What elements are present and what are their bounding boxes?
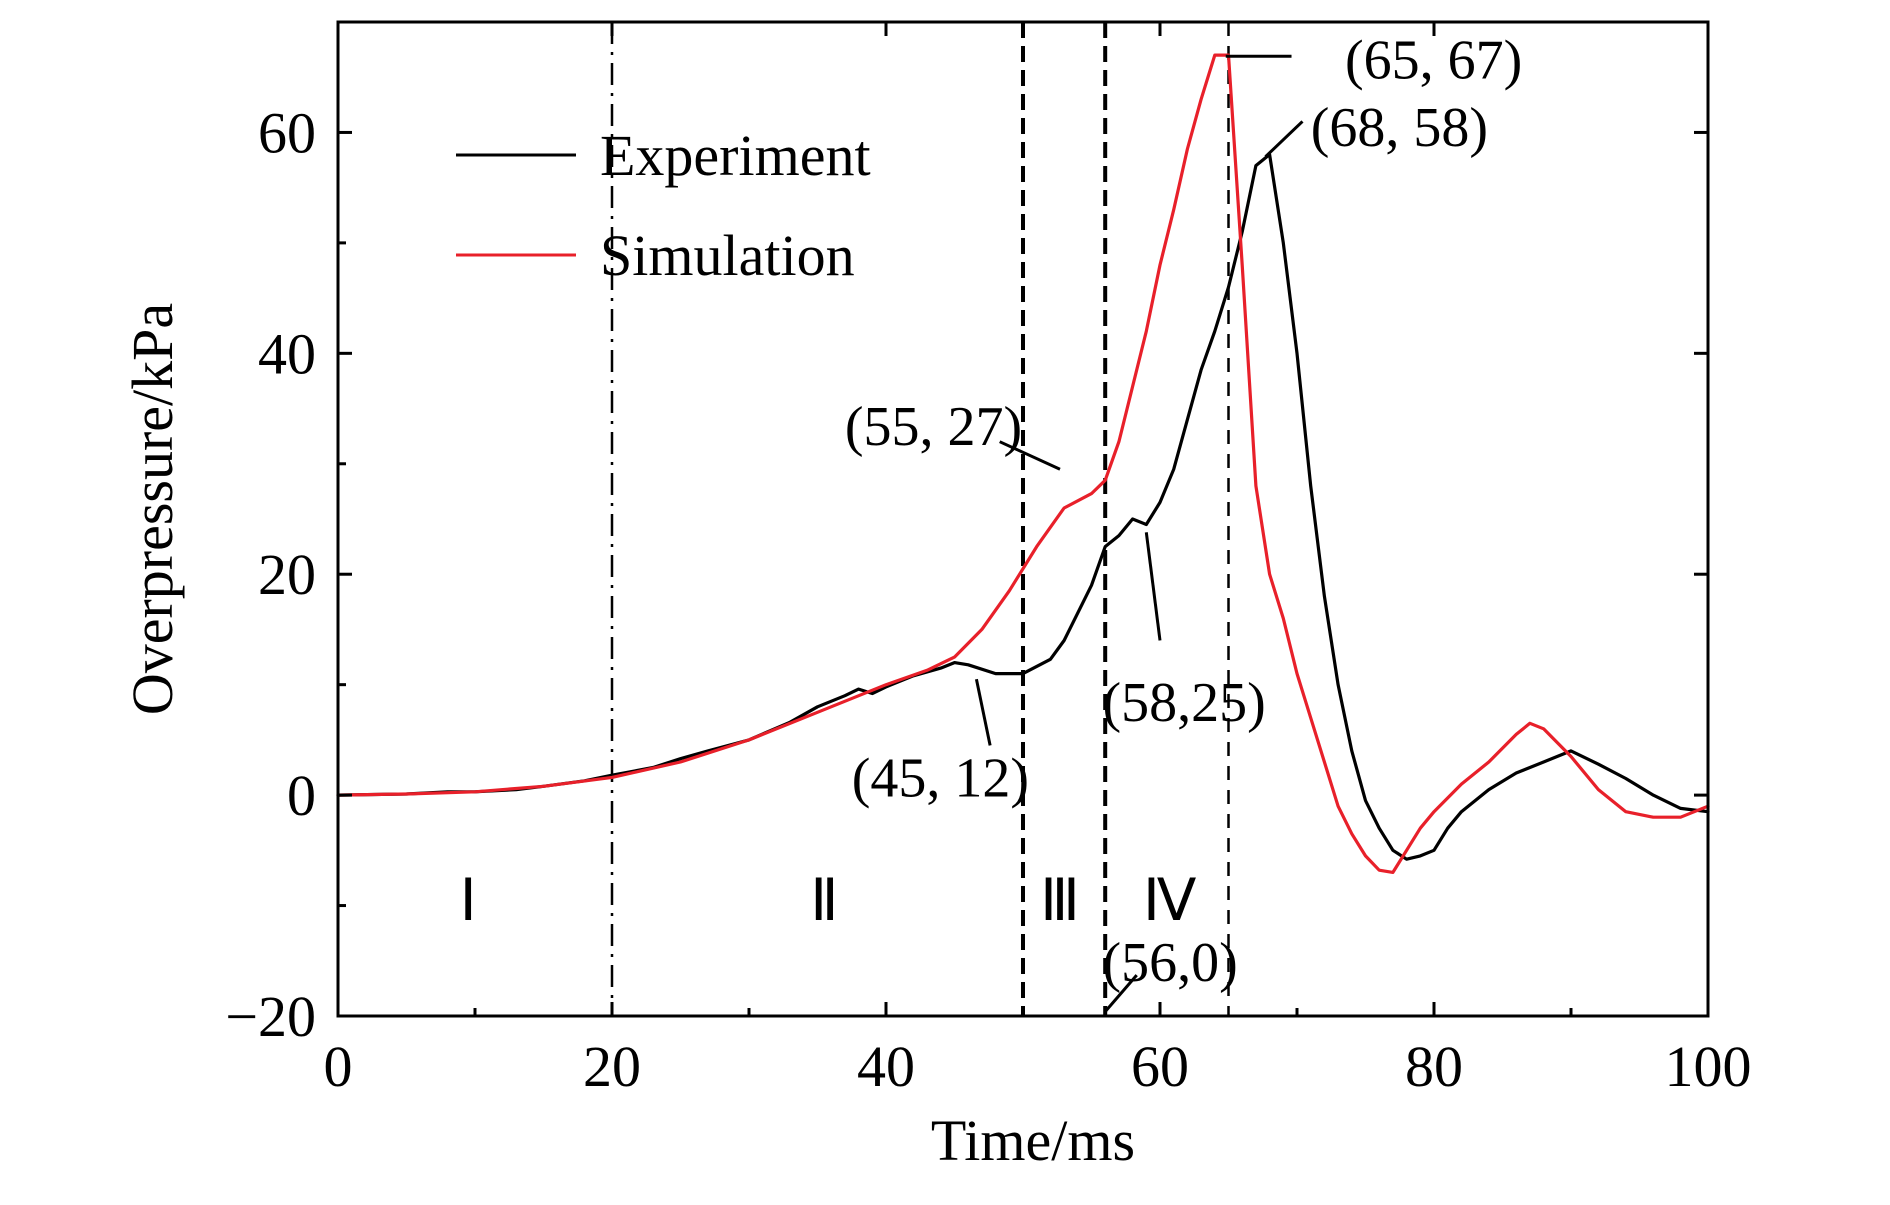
x-tick-label: 20 bbox=[583, 1034, 641, 1099]
series-line-simulation bbox=[336, 53, 1710, 875]
x-tick-label: 60 bbox=[1131, 1034, 1189, 1099]
annotation-leader bbox=[974, 678, 992, 746]
series-layer bbox=[336, 53, 1710, 875]
y-axis: −20 0 20 40 60 bbox=[225, 20, 1708, 1049]
x-axis-label: Time/ms bbox=[931, 1108, 1135, 1173]
x-tick-label: 40 bbox=[857, 1034, 915, 1099]
legend-label-simulation: Simulation bbox=[600, 223, 855, 288]
y-axis-label: Overpressure/kPa bbox=[120, 303, 185, 715]
annotation-label: (58,25) bbox=[1102, 672, 1265, 734]
stage-label: Ⅳ bbox=[1143, 868, 1197, 933]
annotation-label: (56,0) bbox=[1102, 932, 1237, 994]
annotation-layer: (65, 67)(68, 58) (55, 27) (45, 12) (58,25) (… bbox=[845, 29, 1522, 1013]
annotation-label: (65, 67) bbox=[1345, 29, 1522, 91]
annotation-label: (68, 58) bbox=[1311, 97, 1488, 159]
y-tick-label: 40 bbox=[258, 321, 316, 386]
y-tick-label: 20 bbox=[258, 542, 316, 607]
y-tick-label: −20 bbox=[225, 984, 316, 1049]
y-tick-label: 0 bbox=[287, 763, 316, 828]
x-tick-label: 0 bbox=[324, 1034, 353, 1099]
annotation-label: (45, 12) bbox=[852, 747, 1029, 809]
annotation-leader bbox=[999, 440, 1061, 471]
stage-label: Ⅰ bbox=[460, 868, 477, 933]
x-tick-label: 80 bbox=[1405, 1034, 1463, 1099]
legend-label-experiment: Experiment bbox=[600, 123, 871, 188]
annotation-leader bbox=[1144, 532, 1162, 641]
stage-label: Ⅱ bbox=[810, 868, 839, 933]
annotation-leader bbox=[1264, 120, 1304, 158]
annotation-leader bbox=[1104, 974, 1138, 1013]
stage-label: Ⅲ bbox=[1040, 868, 1080, 933]
x-tick-label: 100 bbox=[1665, 1034, 1752, 1099]
legend: Experiment Simulation bbox=[456, 123, 871, 288]
x-axis: 0 20 40 60 80 100 bbox=[324, 22, 1752, 1099]
stage-dividers bbox=[610, 22, 1230, 1016]
y-tick-label: 60 bbox=[258, 100, 316, 165]
annotation-label: (55, 27) bbox=[845, 396, 1022, 458]
